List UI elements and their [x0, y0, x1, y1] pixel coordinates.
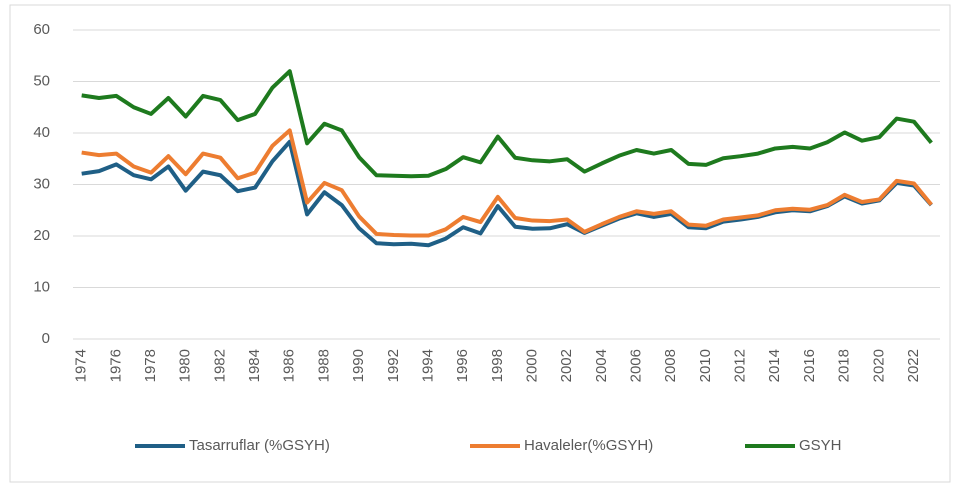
x-tick-label: 2022: [905, 349, 922, 382]
x-tick-label: 2014: [766, 349, 783, 382]
x-tick-label: 2008: [662, 349, 679, 382]
x-tick-label: 1976: [107, 349, 124, 382]
y-tick-label: 30: [33, 175, 50, 192]
y-tick-label: 40: [33, 124, 50, 141]
legend-label: GSYH: [799, 437, 842, 454]
x-tick-label: 1974: [73, 349, 90, 382]
y-tick-label: 0: [42, 330, 50, 347]
x-tick-label: 2020: [870, 349, 887, 382]
x-tick-label: 1994: [419, 349, 436, 382]
y-tick-label: 10: [33, 278, 50, 295]
x-tick-label: 2018: [836, 349, 853, 382]
x-tick-label: 1986: [281, 349, 298, 382]
x-tick-label: 2002: [558, 349, 575, 382]
chart-frame: [9, 4, 951, 483]
y-tick-label: 20: [33, 227, 50, 244]
x-tick-label: 1996: [454, 349, 471, 382]
x-tick-label: 1984: [246, 349, 263, 382]
line-series: [81, 128, 933, 238]
x-tick-label: 1978: [142, 349, 159, 382]
x-tick-label: 2000: [523, 349, 540, 382]
y-tick-label: 50: [33, 72, 50, 89]
x-tick-label: 1980: [177, 349, 194, 382]
legend-label: Tasarruflar (%GSYH): [189, 437, 330, 454]
x-tick-label: 2016: [801, 349, 818, 382]
x-tick-label: 1988: [315, 349, 332, 382]
y-tick-label: 60: [33, 21, 50, 38]
x-tick-label: 2006: [628, 349, 645, 382]
x-tick-label: 1990: [350, 349, 367, 382]
x-tick-label: 1982: [211, 349, 228, 382]
x-tick-label: 2004: [593, 349, 610, 382]
line-series: [81, 69, 933, 179]
legend-label: Havaleler(%GSYH): [524, 437, 653, 454]
x-tick-label: 2010: [697, 349, 714, 382]
x-tick-label: 2012: [732, 349, 749, 382]
x-tick-label: 1992: [385, 349, 402, 382]
x-tick-label: 1998: [489, 349, 506, 382]
